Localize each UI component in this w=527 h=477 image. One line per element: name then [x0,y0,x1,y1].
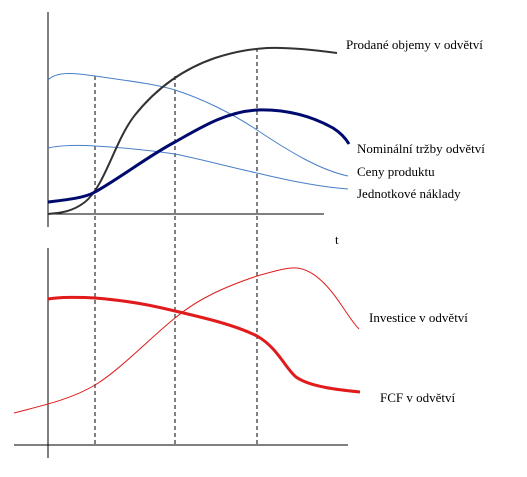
unit-costs-label: Jednotkové náklady [357,186,461,201]
nominal-revenue-label: Nominální tržby odvětví [357,141,485,156]
bottom-panel [14,248,348,458]
sales-volume-curve [47,46,338,215]
top-x-axis-label: t [335,232,339,247]
fcf-curve [47,295,361,394]
unit-costs-curve [47,144,349,190]
investment-curve [13,267,360,414]
top-panel: t [47,12,339,247]
investment-label: Investice v odvětví [369,310,468,325]
product-prices-curve [47,73,349,177]
product-prices-label: Ceny produktu [357,164,435,179]
sales-volume-label: Prodané objemy v odvětví [346,37,483,52]
phase-dividers [94,48,258,445]
fcf-label: FCF v odvětví [380,390,456,405]
nominal-revenue-curve [47,108,351,204]
